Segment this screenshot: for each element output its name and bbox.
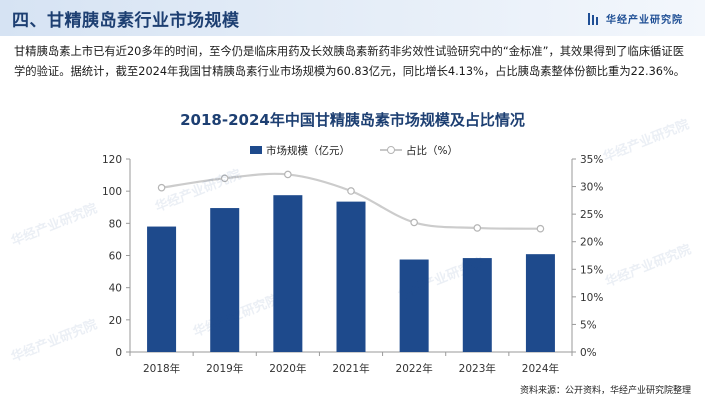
x-tick-label: 2021年	[332, 362, 369, 375]
y-tick-label: 120	[102, 154, 122, 166]
chart-title: 2018-2024年中国甘精胰岛素市场规模及占比情况	[180, 111, 525, 129]
brand-name: 华经产业研究院	[606, 15, 683, 26]
bar	[147, 226, 177, 352]
y2-tick-label: 5%	[580, 319, 597, 331]
y-tick-label: 20	[109, 315, 122, 327]
legend-label-bar: 市场规模（亿元）	[266, 144, 350, 157]
page-title: 四、甘精胰岛素行业市场规模	[12, 11, 240, 31]
y-tick-label: 100	[102, 186, 122, 198]
share-point	[536, 224, 545, 233]
brand-logo-icon	[588, 12, 600, 25]
brand: 华经产业研究院	[588, 11, 683, 26]
intro-paragraph: 甘精胰岛素上市已有近20多年的时间，至今仍是临床用药及长效胰岛素新药非劣效性试验…	[14, 45, 686, 78]
y-tick-label: 60	[109, 251, 122, 263]
y2-tick-label: 20%	[580, 237, 603, 249]
y-tick-label: 0	[115, 347, 122, 359]
y2-tick-label: 15%	[580, 264, 603, 276]
share-point	[220, 174, 229, 183]
y2-tick-label: 30%	[580, 182, 603, 194]
bar	[210, 208, 240, 352]
y2-tick-label: 10%	[580, 292, 603, 304]
y2-tick-label: 0%	[580, 347, 597, 359]
y-tick-label: 40	[109, 283, 122, 295]
x-tick-label: 2024年	[522, 362, 559, 375]
chart-legend: 市场规模（亿元） 占比（%）	[250, 140, 458, 160]
x-tick-label: 2023年	[459, 362, 496, 375]
header-bar: 四、甘精胰岛素行业市场规模 华经产业研究院	[0, 0, 705, 36]
source-note: 资料来源：公开资料，华经产业研究院整理	[519, 386, 691, 396]
bar	[525, 254, 555, 352]
y2-tick-label: 25%	[580, 209, 603, 221]
share-point	[473, 224, 482, 232]
legend-bar-swatch	[250, 146, 262, 154]
legend-line-swatch	[380, 145, 402, 155]
legend-label-line: 占比（%）	[406, 144, 458, 157]
bar	[462, 258, 492, 352]
x-tick-label: 2018年	[143, 362, 180, 375]
share-point	[347, 187, 355, 195]
share-point	[410, 218, 418, 227]
bar	[399, 259, 429, 352]
y-tick-label: 80	[109, 218, 122, 230]
y2-tick-label: 35%	[580, 154, 603, 166]
x-tick-label: 2019年	[206, 362, 243, 375]
bar	[273, 195, 303, 352]
x-tick-label: 2022年	[396, 362, 433, 375]
share-point	[284, 170, 292, 179]
x-tick-label: 2020年	[269, 362, 306, 375]
bar	[336, 201, 366, 352]
share-point	[157, 183, 166, 192]
